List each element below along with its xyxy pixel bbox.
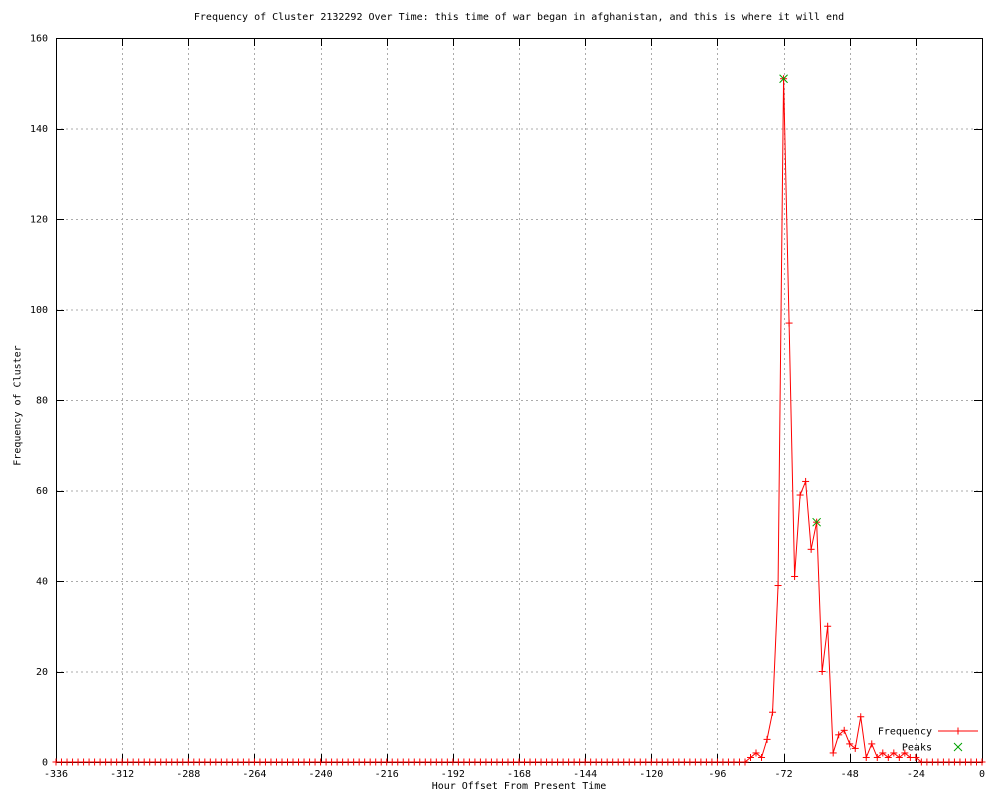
svg-text:100: 100 [30,305,48,316]
svg-text:-240: -240 [309,769,333,780]
svg-text:60: 60 [36,486,48,497]
x-axis-label: Hour Offset From Present Time [431,781,607,792]
svg-text:-24: -24 [907,769,925,780]
svg-text:-120: -120 [639,769,663,780]
svg-text:-144: -144 [573,769,597,780]
series-frequency [52,75,986,766]
legend-label-peaks: Peaks [902,743,932,754]
svg-text:-48: -48 [841,769,859,780]
svg-text:140: 140 [30,124,48,135]
legend-sample-frequency-line [938,727,978,735]
chart-title: Frequency of Cluster 2132292 Over Time: … [193,12,845,23]
svg-text:-288: -288 [176,769,200,780]
svg-text:20: 20 [36,667,48,678]
legend-label-frequency: Frequency [878,727,932,738]
svg-text:0: 0 [979,769,985,780]
svg-text:160: 160 [30,34,48,45]
legend-sample-peaks-marker [953,742,963,752]
svg-text:-264: -264 [242,769,266,780]
svg-text:120: 120 [30,215,48,226]
svg-text:-336: -336 [44,769,68,780]
tick-labels: -336 -312 -288 -264 -240 -216 -192 -168 -144 -120… [30,34,985,781]
svg-text:-312: -312 [110,769,134,780]
svg-text:-96: -96 [708,769,726,780]
legend: Frequency Peaks [878,727,978,754]
svg-text:-216: -216 [375,769,399,780]
svg-text:-168: -168 [507,769,531,780]
svg-text:40: 40 [36,577,48,588]
svg-text:0: 0 [42,758,48,769]
svg-text:-192: -192 [441,769,465,780]
series-peaks [779,74,821,527]
gridlines [56,38,982,762]
svg-text:-72: -72 [775,769,793,780]
svg-text:80: 80 [36,396,48,407]
